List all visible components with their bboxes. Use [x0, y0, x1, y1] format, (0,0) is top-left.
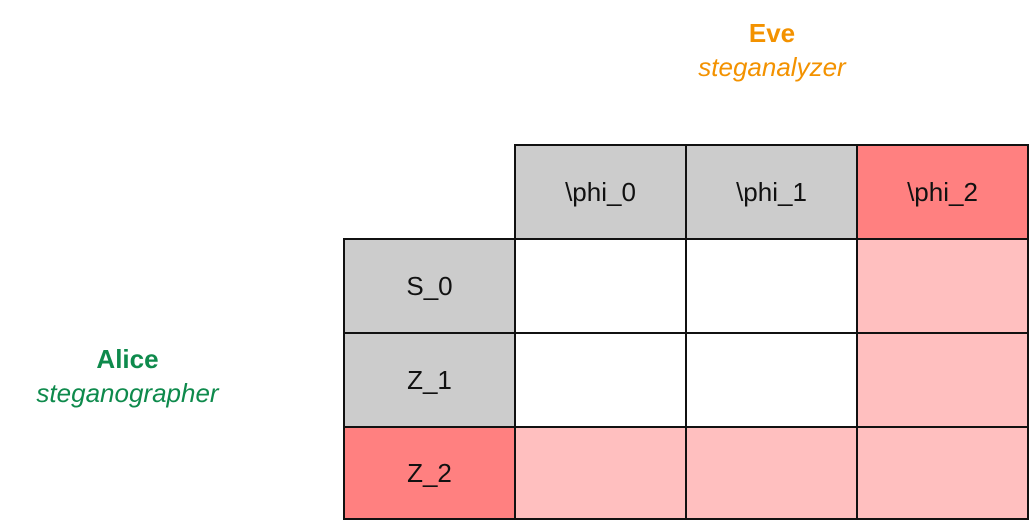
grid-cell-0-0 — [514, 238, 687, 334]
row-header-z-1: Z_1 — [343, 332, 516, 428]
eve-name: Eve — [748, 18, 796, 48]
grid-cell-2-2 — [856, 426, 1029, 520]
grid-cell-0-1 — [685, 238, 858, 334]
row-header-z-2: Z_2 — [343, 426, 516, 520]
column-header-phi-2: \phi_2 — [856, 144, 1029, 240]
grid-cell-1-2 — [856, 332, 1029, 428]
grid-cell-1-1 — [685, 332, 858, 428]
alice-name: Alice — [96, 344, 159, 374]
grid-cell-2-0 — [514, 426, 687, 520]
row-header-s-0: S_0 — [343, 238, 516, 334]
eve-label: Eve steganalyzer — [672, 16, 872, 84]
column-header-phi-1: \phi_1 — [685, 144, 858, 240]
grid-cell-1-0 — [514, 332, 687, 428]
grid-cell-2-1 — [685, 426, 858, 520]
alice-role: steganographer — [36, 378, 219, 408]
eve-role: steganalyzer — [698, 52, 846, 82]
column-header-phi-0: \phi_0 — [514, 144, 687, 240]
alice-label: Alice steganographer — [0, 342, 255, 410]
grid-cell-0-2 — [856, 238, 1029, 334]
